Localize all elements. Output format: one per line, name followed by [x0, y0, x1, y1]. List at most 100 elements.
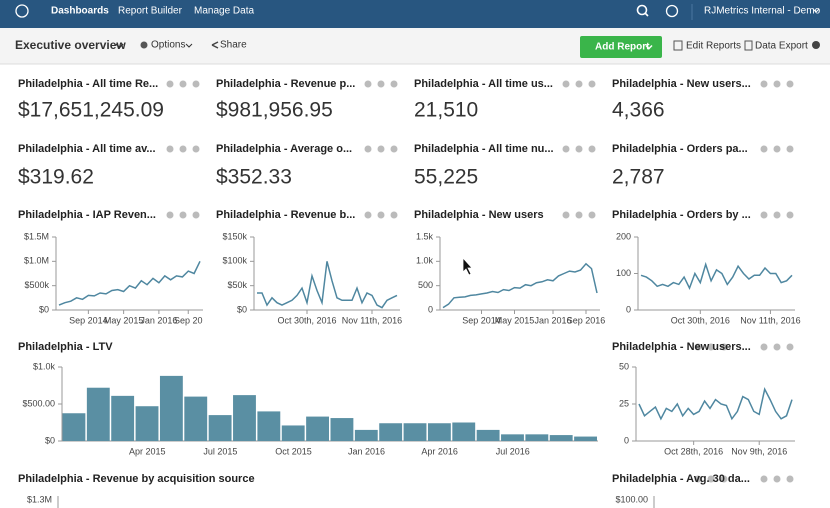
- nav-item[interactable]: Manage Data: [194, 6, 254, 17]
- bar: [330, 418, 354, 441]
- widget-icon[interactable]: [575, 211, 583, 219]
- logo[interactable]: [15, 4, 29, 18]
- widget-title: Philadelphia - Revenue b...: [216, 209, 355, 221]
- nav-item[interactable]: Dashboards: [51, 6, 109, 17]
- x-tick-label: Oct 30th, 2016: [671, 315, 730, 325]
- bar: [403, 423, 427, 441]
- x-tick-label: Apr 2016: [421, 446, 458, 456]
- widget-icon[interactable]: [588, 211, 596, 219]
- x-tick-label: Oct 28th, 2016: [664, 446, 723, 456]
- widget-icon[interactable]: [786, 211, 794, 219]
- search-icon[interactable]: [636, 4, 648, 16]
- line-series: [58, 260, 201, 306]
- widget-icon[interactable]: [377, 80, 385, 88]
- widget-icon[interactable]: [773, 80, 781, 88]
- widget-icon[interactable]: [694, 343, 702, 351]
- widget-icon[interactable]: [166, 80, 174, 88]
- widget-icon[interactable]: [166, 145, 174, 153]
- widget-icon[interactable]: [786, 80, 794, 88]
- widget-icon[interactable]: [364, 80, 372, 88]
- widget-icon[interactable]: [773, 145, 781, 153]
- widget-icon[interactable]: [364, 145, 372, 153]
- x-tick-label: Nov 11th, 2016: [740, 315, 800, 325]
- account-menu[interactable]: RJMetrics Internal - Demo: [704, 6, 821, 17]
- y-tick-label: 0: [626, 304, 631, 314]
- y-tick-label: 500: [418, 280, 433, 290]
- widget-icon[interactable]: [390, 80, 398, 88]
- widget-icon[interactable]: [760, 145, 768, 153]
- x-tick-label: Sep 2014: [462, 315, 501, 325]
- y-tick-label: $100.00: [615, 494, 648, 504]
- info-icon[interactable]: [812, 41, 820, 49]
- widget-icon[interactable]: [562, 145, 570, 153]
- y-tick-label: 100: [616, 268, 631, 278]
- bar: [86, 387, 110, 441]
- widget-icon[interactable]: [390, 145, 398, 153]
- widget-icon[interactable]: [562, 80, 570, 88]
- widget-icon[interactable]: [562, 211, 570, 219]
- widget-icon[interactable]: [720, 475, 728, 483]
- x-tick-label: Jul 2016: [496, 446, 530, 456]
- widget-icon[interactable]: [179, 145, 187, 153]
- y-tick-label: $150k: [222, 231, 247, 241]
- widget-icon[interactable]: [707, 475, 715, 483]
- widget-icon[interactable]: [786, 145, 794, 153]
- bar: [184, 396, 208, 441]
- stat-value: $17,651,245.09: [18, 99, 164, 122]
- widget-icon[interactable]: [179, 211, 187, 219]
- widget-icon[interactable]: [773, 475, 781, 483]
- bar: [452, 422, 476, 441]
- widget-icon[interactable]: [760, 343, 768, 351]
- widget-icon[interactable]: [694, 475, 702, 483]
- widget-icon[interactable]: [575, 145, 583, 153]
- edit-reports-button[interactable]: Edit Reports: [686, 41, 741, 52]
- x-tick-label: Nov 11th, 2016: [342, 315, 402, 325]
- widget-icon[interactable]: [192, 80, 200, 88]
- bar: [427, 423, 451, 441]
- widget-title: Philadelphia - Average o...: [216, 143, 352, 155]
- widget-icon[interactable]: [760, 211, 768, 219]
- widget-icon[interactable]: [377, 145, 385, 153]
- widget-icon[interactable]: [588, 80, 596, 88]
- widget-icon[interactable]: [575, 80, 583, 88]
- widget-icon[interactable]: [588, 145, 596, 153]
- widget-icon[interactable]: [364, 211, 372, 219]
- widget-icon[interactable]: [720, 343, 728, 351]
- widget-icon[interactable]: [192, 211, 200, 219]
- x-tick-label: Sep 2014: [69, 315, 108, 325]
- widget-icon[interactable]: [707, 343, 715, 351]
- options-button[interactable]: Options: [151, 40, 185, 51]
- stat-value: 2,787: [612, 166, 665, 189]
- y-tick-label: 50: [619, 361, 629, 371]
- nav-item[interactable]: Report Builder: [118, 6, 183, 17]
- widget-icon[interactable]: [786, 475, 794, 483]
- stat-value: 21,510: [414, 99, 478, 122]
- data-export-button[interactable]: Data Export: [755, 41, 808, 52]
- stat-value: 55,225: [414, 166, 478, 189]
- widget-icon[interactable]: [760, 475, 768, 483]
- toolbar: [0, 28, 830, 64]
- widget-icon[interactable]: [179, 80, 187, 88]
- dashboard-title[interactable]: Executive overview: [15, 38, 126, 52]
- widget-icon[interactable]: [377, 211, 385, 219]
- y-tick-label: $1.3M: [27, 494, 52, 504]
- widget-icon[interactable]: [786, 343, 794, 351]
- stat-value: 4,366: [612, 99, 665, 122]
- share-icon: [211, 41, 219, 49]
- widget-icon[interactable]: [760, 80, 768, 88]
- gear-icon: [140, 41, 148, 49]
- widget-icon[interactable]: [166, 211, 174, 219]
- widget-icon[interactable]: [390, 211, 398, 219]
- bar: [159, 375, 183, 441]
- globe-icon[interactable]: [665, 4, 679, 18]
- share-button[interactable]: Share: [220, 40, 247, 51]
- widget-icon[interactable]: [773, 211, 781, 219]
- widget-title: Philadelphia - All time nu...: [414, 143, 554, 155]
- stat-value: $981,956.95: [216, 99, 333, 122]
- widget-icon[interactable]: [773, 343, 781, 351]
- bar: [549, 435, 573, 441]
- widget-title: Philadelphia - Orders by ...: [612, 209, 751, 221]
- widget-icon[interactable]: [192, 145, 200, 153]
- add-report-button[interactable]: [580, 36, 662, 58]
- bar: [208, 415, 232, 441]
